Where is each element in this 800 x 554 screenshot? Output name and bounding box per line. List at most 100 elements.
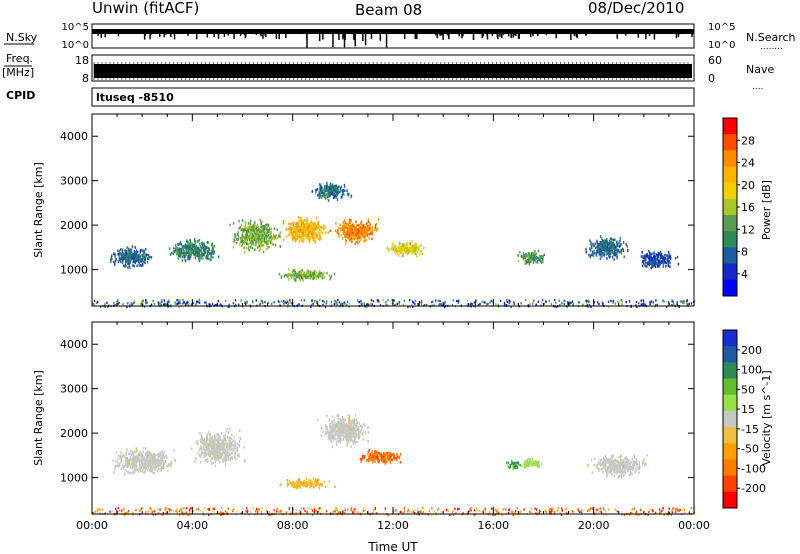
scatter-cell (252, 226, 255, 230)
scatter-cell (122, 467, 124, 470)
noise-bar (555, 32, 558, 39)
ground-scatter-cell (531, 302, 534, 305)
scatter-cell (303, 272, 305, 276)
scatter-cell (654, 256, 656, 259)
scatter-cell (240, 236, 243, 240)
scatter-cell (177, 243, 179, 246)
scatter-cell (539, 257, 542, 261)
scatter-cell (162, 455, 165, 459)
scatter-cell (128, 258, 130, 261)
noise-bar (144, 32, 147, 36)
scatter-cell (147, 466, 149, 470)
ground-scatter-cell (550, 303, 553, 306)
noise-bar (150, 32, 152, 35)
scatter-cell (323, 190, 326, 194)
scatter-cell (244, 226, 246, 230)
scatter-cell (142, 450, 144, 454)
scatter-cell (358, 230, 360, 233)
scatter-cell (265, 240, 267, 244)
scatter-cell (619, 236, 621, 240)
scatter-cell (538, 258, 540, 261)
scatter-cell (318, 225, 320, 228)
scatter-cell (615, 254, 617, 257)
scatter-cell (137, 470, 140, 473)
scatter-cell (195, 457, 197, 460)
scatter-cell (175, 245, 177, 249)
scatter-cell (279, 245, 282, 248)
scatter-cell (317, 481, 319, 485)
scatter-cell (599, 250, 601, 253)
scatter-cell (388, 454, 390, 457)
ground-scatter-cell (414, 299, 417, 302)
scatter-cell (308, 236, 310, 239)
scatter-cell (120, 457, 123, 460)
power-panel-frame (91, 113, 695, 307)
ground-scatter-cell (505, 303, 507, 307)
scatter-cell (315, 277, 318, 280)
scatter-cell (159, 453, 161, 457)
scatter-cell (157, 455, 160, 458)
scatter-cell (143, 466, 145, 470)
scatter-cell (267, 235, 269, 238)
scatter-cell (286, 482, 289, 486)
scatter-cell (123, 255, 125, 259)
scatter-cell (239, 243, 241, 246)
scatter-cell (411, 240, 413, 243)
scatter-cell (292, 221, 294, 224)
scatter-cell (319, 185, 322, 189)
scatter-cell (341, 227, 343, 230)
scatter-cell (170, 460, 173, 464)
ground-scatter-cell (261, 300, 263, 303)
scatter-cell (650, 261, 652, 264)
scatter-cell (239, 225, 241, 229)
scatter-cell (130, 458, 132, 462)
scatter-cell (211, 242, 214, 246)
scatter-cell (369, 453, 371, 456)
scatter-cell (411, 248, 413, 252)
noise-bar (529, 32, 532, 38)
scatter-cell (272, 243, 274, 246)
ground-scatter-cell (582, 303, 584, 306)
scatter-cell (347, 192, 349, 196)
scatter-cell (201, 435, 203, 439)
scatter-cell (193, 244, 195, 247)
scatter-cell (250, 237, 252, 241)
scatter-cell (290, 230, 292, 233)
ground-scatter-cell (182, 299, 185, 302)
scatter-cell (155, 458, 157, 462)
scatter-cell (308, 227, 310, 231)
ground-scatter-cell (535, 303, 537, 306)
scatter-cell (199, 446, 201, 450)
scatter-cell (310, 275, 313, 278)
scatter-cell (120, 248, 122, 251)
scatter-cell (308, 483, 311, 487)
scatter-cell (318, 231, 321, 235)
scatter-cell (371, 231, 373, 235)
scatter-cell (242, 228, 244, 231)
scatter-cell (592, 254, 595, 258)
scatter-cell (189, 245, 192, 249)
scatter-cell (665, 265, 667, 268)
scatter-cell (212, 256, 214, 259)
scatter-cell (366, 223, 368, 227)
scatter-cell (134, 257, 136, 261)
noise-bar (507, 32, 510, 37)
scatter-cell (396, 453, 398, 456)
scatter-cell (413, 245, 415, 248)
scatter-cell (146, 261, 149, 264)
scatter-cell (617, 244, 619, 248)
ground-scatter-cell (474, 304, 477, 307)
scatter-cell (326, 271, 328, 275)
scatter-cell (142, 256, 144, 260)
scatter-cell (323, 480, 326, 484)
ground-scatter-cell (414, 302, 416, 305)
scatter-cell (152, 466, 154, 469)
scatter-cell (181, 248, 183, 252)
scatter-cell (305, 274, 307, 278)
ground-scatter-cell (330, 300, 333, 303)
scatter-cell (288, 222, 290, 225)
scatter-cell (161, 456, 164, 460)
scatter-cell (306, 230, 308, 233)
ground-scatter-cell (525, 298, 527, 302)
ground-scatter-cell (652, 301, 654, 304)
